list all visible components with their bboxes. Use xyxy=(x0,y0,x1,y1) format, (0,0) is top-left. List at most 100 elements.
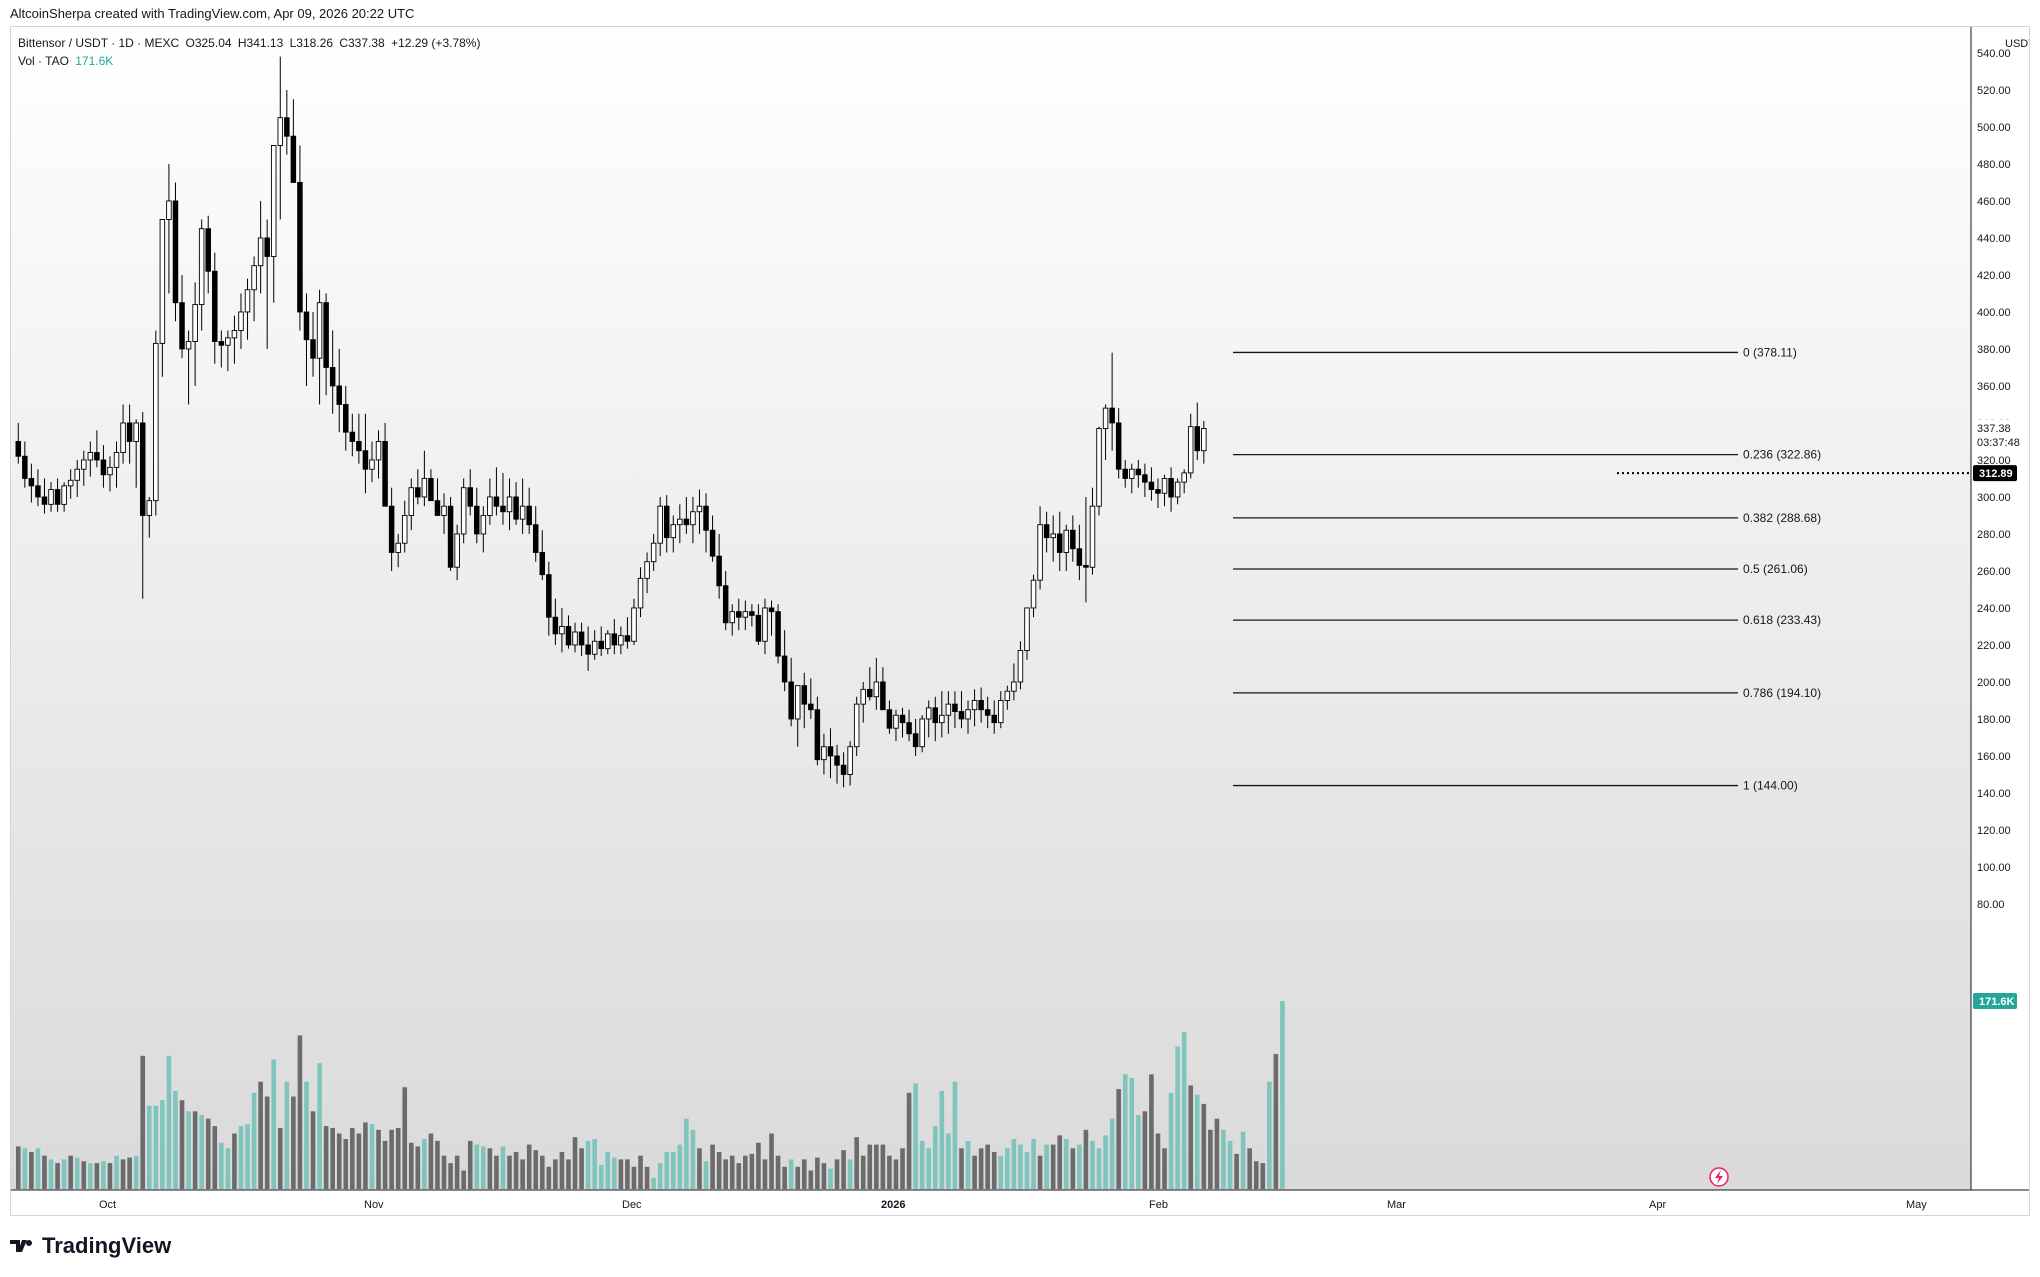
candle-body xyxy=(657,505,663,544)
volume-bar xyxy=(959,1148,964,1189)
symbol-label[interactable]: Bittensor / USDT · 1D · MEXC xyxy=(18,36,180,50)
volume-bar xyxy=(769,1133,774,1189)
line-price-value: 312.89 xyxy=(1979,468,2013,480)
candle-body xyxy=(912,733,919,748)
candle-body xyxy=(1174,481,1181,498)
volume-bar xyxy=(939,1090,945,1189)
candle-body xyxy=(185,341,192,350)
volume-bar xyxy=(336,1133,342,1189)
candle-body xyxy=(480,515,487,535)
candle-body xyxy=(532,524,539,553)
candle-body xyxy=(572,631,578,646)
price-axis-tick: 100.00 xyxy=(1977,862,2011,874)
candle-body xyxy=(67,479,74,487)
volume-bar xyxy=(520,1159,525,1189)
volume-bar xyxy=(946,1133,951,1189)
volume-bar xyxy=(35,1148,41,1189)
candle-body xyxy=(1135,468,1142,476)
candle-body xyxy=(722,585,729,624)
volume-bar xyxy=(697,1148,702,1189)
volume-bar xyxy=(1077,1144,1082,1189)
price-axis-tick: 460.00 xyxy=(1977,196,2011,208)
volume-bar xyxy=(507,1155,512,1189)
volume-bar xyxy=(277,1127,283,1189)
candle-body xyxy=(860,688,866,705)
candle-body xyxy=(663,505,670,539)
candle-body xyxy=(690,511,696,526)
price-chart[interactable]: 0 (378.11) 0.236 (322.86) 0.382 (288.68) 0.… xyxy=(11,27,2030,1216)
volume-bar xyxy=(1260,1163,1266,1189)
volume-bar xyxy=(88,1163,93,1189)
volume-bar xyxy=(893,1159,899,1189)
chart-frame[interactable]: 0 (378.11) 0.236 (322.86) 0.382 (288.68) 0.… xyxy=(10,26,2030,1216)
candle-body xyxy=(919,718,925,748)
volume-bar xyxy=(952,1081,958,1189)
volume-bar xyxy=(749,1153,755,1189)
price-axis-tick: 260.00 xyxy=(1977,566,2011,578)
candle-body xyxy=(598,640,604,650)
volume-bar xyxy=(670,1152,676,1189)
candle-body xyxy=(958,711,965,720)
price-axis-tick: 240.00 xyxy=(1977,603,2011,615)
candle-body xyxy=(395,542,401,553)
candle-body xyxy=(781,655,788,683)
volume-badge-value: 171.6K xyxy=(1979,996,2015,1008)
volume-indicator-label[interactable]: Vol · TAO xyxy=(18,54,69,68)
time-axis-background xyxy=(11,1190,2029,1215)
candle-body xyxy=(1063,529,1070,553)
candle-body xyxy=(1201,428,1207,452)
volume-bar xyxy=(906,1092,912,1189)
volume-bar xyxy=(317,1063,322,1189)
volume-bar xyxy=(120,1159,126,1189)
candle-body xyxy=(297,181,303,313)
volume-bar xyxy=(913,1083,918,1189)
candle-body xyxy=(1096,428,1102,507)
candle-body xyxy=(74,468,80,481)
volume-bars xyxy=(15,1001,1285,1189)
candle-body xyxy=(257,237,264,267)
candle-body xyxy=(925,707,932,720)
volume-bar xyxy=(1273,1053,1279,1189)
candle-body xyxy=(303,311,310,341)
volume-bar xyxy=(114,1155,119,1189)
volume-bar xyxy=(867,1144,873,1189)
candle-body xyxy=(408,487,415,516)
candle-body xyxy=(100,459,107,476)
candle-body xyxy=(736,611,742,618)
volume-bar xyxy=(494,1155,499,1189)
tradingview-logo[interactable]: TradingView xyxy=(10,1233,171,1259)
volume-bar xyxy=(756,1142,761,1189)
price-axis-tick: 200.00 xyxy=(1977,677,2011,689)
candle-body xyxy=(270,144,277,257)
candle-body xyxy=(460,487,467,535)
volume-bar xyxy=(657,1163,663,1189)
volume-bar xyxy=(703,1161,709,1189)
time-axis-label: Nov xyxy=(364,1199,384,1211)
candle-body xyxy=(244,289,251,313)
volume-bar xyxy=(205,1118,211,1189)
volume-bar xyxy=(539,1155,545,1189)
volume-bar xyxy=(310,1111,316,1189)
candle-body xyxy=(971,700,978,711)
volume-bar xyxy=(795,1166,801,1189)
candle-body xyxy=(1109,407,1115,424)
volume-bar xyxy=(625,1159,630,1189)
fib-level-label: 0.5 (261.06) xyxy=(1743,562,1808,576)
candle-body xyxy=(847,746,853,775)
candle-body xyxy=(1168,478,1174,498)
candle-body xyxy=(415,487,421,498)
volume-bar xyxy=(1208,1129,1213,1189)
candle-body xyxy=(500,505,506,513)
volume-bar xyxy=(448,1163,453,1189)
ohlc-low: L318.26 xyxy=(289,36,333,50)
candle-body xyxy=(762,607,768,642)
volume-bar xyxy=(1050,1144,1056,1189)
candle-body xyxy=(899,714,906,724)
candle-body xyxy=(631,607,637,642)
candle-body xyxy=(81,459,87,470)
volume-bar xyxy=(1044,1144,1049,1189)
volume-bar xyxy=(998,1155,1004,1189)
volume-bar xyxy=(1280,1001,1285,1189)
time-axis-label: Mar xyxy=(1387,1199,1406,1211)
volume-bar xyxy=(500,1146,506,1189)
